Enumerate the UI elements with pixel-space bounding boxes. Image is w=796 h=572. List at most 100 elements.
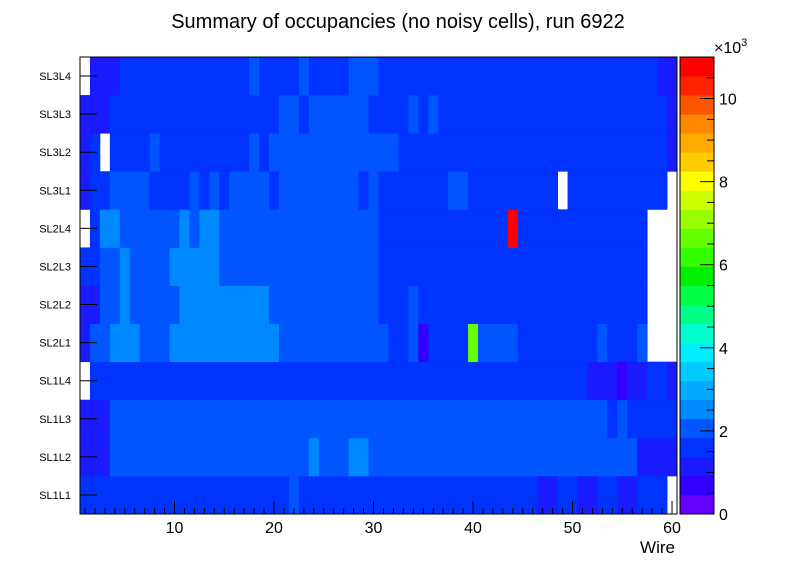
- heatmap-cell: [597, 475, 618, 515]
- heatmap-cell: [288, 475, 300, 515]
- heatmap-cell: [99, 209, 121, 248]
- heatmap-cell: [637, 437, 678, 477]
- y-axis: SL1L1 SL1L2 SL1L3 SL1L4 SL2L1 SL2L2 SL2L3 SL2L4…: [39, 71, 97, 502]
- chart-title: Summary of occupancies (no noisy cells),…: [171, 11, 625, 33]
- colorbar-band: [680, 304, 714, 324]
- x-tick-label: 10: [166, 520, 184, 537]
- heatmap-cell: [99, 285, 121, 324]
- y-tick-label: SL3L1: [39, 185, 71, 197]
- heatmap-cell: [478, 323, 519, 363]
- colorbar-band: [680, 57, 714, 77]
- colorbar-band: [680, 380, 714, 401]
- heatmap-cell: [259, 133, 270, 172]
- heatmap-cell: [428, 95, 439, 134]
- heatmap-cell: [279, 323, 389, 363]
- heatmap-cell: [189, 171, 200, 210]
- heatmap-cell: [89, 361, 588, 401]
- heatmap-cell: [408, 285, 419, 324]
- y-tick-label: SL1L1: [39, 490, 71, 502]
- heatmap-cell: [109, 133, 151, 172]
- colorbar-tick-label: 0: [719, 507, 728, 524]
- plot-frame: [79, 56, 678, 515]
- heatmap-cell: [468, 171, 558, 210]
- heatmap-cell: [229, 171, 270, 210]
- heatmap-cell: [418, 95, 429, 134]
- colorbar-band: [680, 209, 714, 229]
- colorbar-band: [680, 95, 714, 115]
- colorbar-band: [680, 247, 714, 267]
- heatmap-cell: [418, 285, 648, 324]
- heatmap-cell: [378, 171, 449, 210]
- heatmap-cell: [149, 133, 160, 172]
- heatmap-cell: [647, 361, 668, 401]
- colorbar-band: [680, 399, 714, 420]
- colorbar-band: [680, 456, 714, 477]
- heatmap-cell: [219, 171, 230, 210]
- heatmap-cell: [279, 95, 300, 134]
- heatmap-cell: [378, 57, 658, 96]
- x-axis: 10 20 30 40 50 60: [84, 501, 681, 537]
- heatmap-cell: [418, 323, 429, 363]
- y-tick-label: SL2L3: [39, 261, 71, 273]
- heatmap-cell: [448, 171, 469, 210]
- x-tick-label: 30: [365, 520, 383, 537]
- x-tick-label: 40: [464, 520, 482, 537]
- heatmap-cell: [249, 133, 260, 172]
- heatmap-cell: [298, 475, 539, 515]
- colorbar-band: [680, 285, 714, 305]
- colorbar-band: [680, 475, 714, 496]
- colorbar-band: [680, 323, 714, 344]
- heatmap-cell: [119, 57, 250, 96]
- colorbar-band: [680, 228, 714, 248]
- heatmap-cell: [288, 133, 399, 172]
- heatmap-cell: [617, 475, 638, 515]
- heatmap-cell: [259, 57, 300, 96]
- heatmap-cell: [209, 171, 220, 210]
- heatmap-cell: [179, 285, 270, 324]
- heatmap-cell: [348, 57, 379, 96]
- heatmap-cell: [557, 475, 578, 515]
- y-tick-label: SL3L3: [39, 109, 71, 121]
- colorbar-exponent: ×103: [714, 37, 747, 57]
- heatmap-cell: [388, 323, 409, 363]
- heatmap-cell: [587, 361, 618, 401]
- heatmap-cell: [378, 209, 509, 248]
- colorbar-band: [680, 152, 714, 172]
- colorbar-exponent-base: ×10: [714, 40, 741, 57]
- colorbar: 0 2 4 6 8 10: [679, 56, 737, 524]
- heatmap-cell: [298, 95, 310, 134]
- heatmap-cell: [279, 171, 359, 210]
- colorbar-band: [680, 494, 714, 515]
- x-tick-label: 60: [663, 520, 681, 537]
- y-tick-label: SL1L4: [39, 376, 71, 388]
- heatmap-cell: [637, 323, 648, 363]
- heatmap-cell: [199, 171, 210, 210]
- y-tick-label: SL3L4: [39, 71, 71, 83]
- heatmap-cell: [119, 209, 180, 248]
- heatmap-cell: [368, 437, 638, 477]
- x-axis-label: Wire: [640, 538, 675, 557]
- heatmap-cell: [617, 399, 628, 439]
- colorbar-tick-label: 4: [719, 341, 728, 358]
- heatmap-cell: [159, 133, 250, 172]
- heatmap-cell: [298, 57, 310, 96]
- heatmap-cell: [119, 285, 131, 324]
- colorbar-tick-label: 2: [719, 424, 728, 441]
- heatmap-cell: [318, 437, 350, 477]
- colorbar-tick-label: 10: [719, 92, 737, 109]
- heatmap-cell: [109, 437, 310, 477]
- heatmap-cell: [368, 171, 379, 210]
- colorbar-band: [680, 361, 714, 382]
- heatmap-cell: [139, 323, 170, 363]
- y-tick-label: SL2L2: [39, 300, 71, 312]
- heatmap-cell: [607, 399, 618, 439]
- heatmap-cell: [637, 475, 668, 515]
- heatmap-cell: [408, 323, 419, 363]
- y-tick-label: SL1L2: [39, 452, 71, 464]
- heatmap-cell: [517, 323, 598, 363]
- heatmap-cell: [627, 399, 678, 439]
- heatmap-cell: [199, 209, 220, 248]
- heatmap-cell: [627, 361, 648, 401]
- heatmap-cell: [348, 437, 369, 477]
- y-tick-label: SL1L3: [39, 414, 71, 426]
